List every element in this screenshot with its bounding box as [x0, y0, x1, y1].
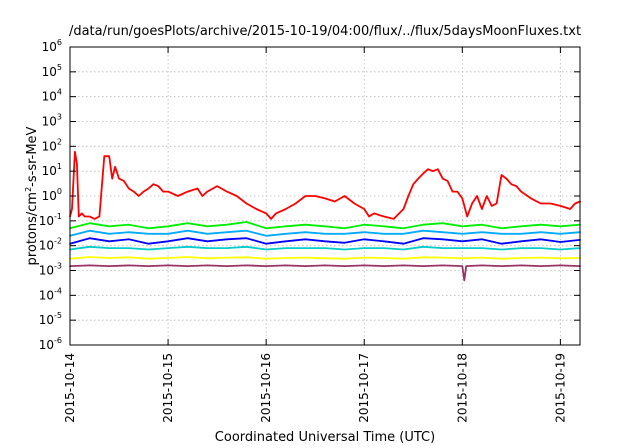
series-layer — [69, 150, 581, 282]
y-tick-label: 10-3 — [39, 262, 62, 278]
x-axis: 2015-10-14 2015-10-15 2015-10-16 2015-10-17… — [63, 47, 567, 423]
series-line — [69, 229, 581, 237]
series-line — [69, 237, 581, 245]
y-tick-label: 100 — [42, 187, 62, 203]
y-tick-label: 10-5 — [39, 311, 62, 327]
x-tick-label: 2015-10-19 — [553, 353, 567, 423]
series-line — [69, 245, 581, 251]
y-axis: 10-6 10-5 10-4 10-3 10-2 10-1 100 101 102 103 104 1… — [39, 38, 580, 352]
y-tick-label: 10-2 — [39, 237, 62, 253]
y-tick-label: 105 — [42, 63, 62, 79]
x-tick-label: 2015-10-14 — [63, 353, 77, 423]
series-line — [69, 264, 581, 282]
chart-title: /data/run/goesPlots/archive/2015-10-19/0… — [69, 24, 581, 39]
y-tick-label: 10-1 — [39, 212, 62, 228]
x-tick-label: 2015-10-17 — [357, 353, 371, 423]
y-tick-label: 102 — [42, 137, 62, 153]
y-axis-label: protons/cm2-s-sr-MeV — [24, 126, 40, 265]
series-line — [69, 256, 581, 260]
series-line — [69, 150, 581, 220]
x-tick-label: 2015-10-16 — [259, 353, 273, 423]
series-line — [69, 221, 581, 230]
y-tick-label: 103 — [42, 113, 62, 129]
y-tick-label: 106 — [42, 38, 62, 54]
y-tick-label: 10-4 — [39, 286, 62, 302]
grid — [69, 46, 580, 346]
y-tick-label: 101 — [42, 162, 62, 178]
x-tick-label: 2015-10-15 — [161, 353, 175, 423]
x-axis-label: Coordinated Universal Time (UTC) — [215, 430, 435, 445]
y-tick-label: 104 — [42, 88, 62, 104]
x-tick-label: 2015-10-18 — [455, 353, 469, 423]
y-tick-label: 10-6 — [39, 336, 62, 352]
